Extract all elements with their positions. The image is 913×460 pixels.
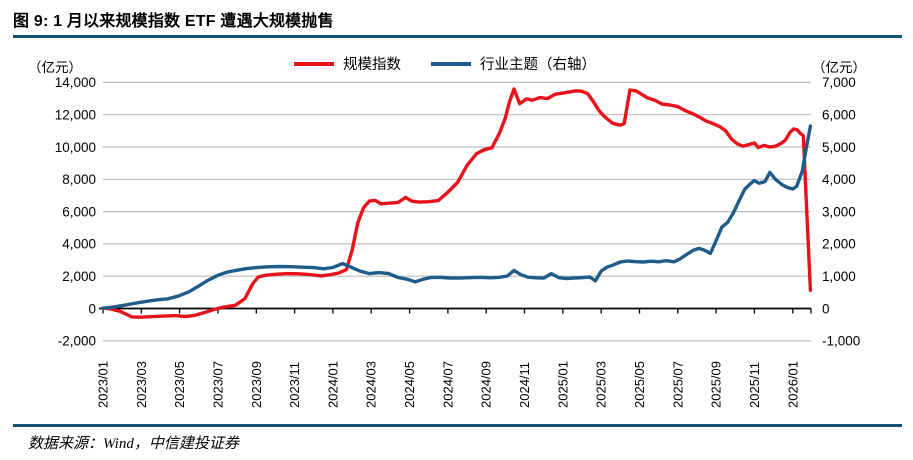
x-axis-tick-label: 2025/05 [632, 361, 647, 408]
right-axis-tick-label: 5,000 [822, 140, 856, 155]
left-axis-tick-label: 4,000 [62, 237, 96, 252]
x-axis-tick-label: 2024/05 [402, 361, 417, 408]
right-axis-tick-label: 2,000 [822, 237, 856, 252]
legend-item-scale-index: 规模指数 [294, 53, 401, 74]
x-axis-tick-label: 2025/01 [555, 361, 570, 408]
right-axis-tick-label: 1,000 [822, 269, 856, 284]
legend-label: 规模指数 [343, 57, 401, 73]
legend-label: 行业主题（右轴） [480, 57, 596, 73]
x-axis-tick-label: 2023/07 [211, 361, 226, 408]
x-axis-tick-label: 2023/11 [287, 362, 302, 408]
title-divider [13, 35, 902, 38]
right-axis-tick-label: 6,000 [822, 108, 856, 123]
left-axis-tick-label: -2,000 [58, 334, 96, 349]
x-axis-tick-label: 2023/03 [134, 361, 149, 408]
left-axis-tick-label: 6,000 [62, 204, 96, 219]
left-axis-tick-label: 14,000 [55, 75, 96, 90]
left-axis-tick-label: 8,000 [62, 172, 96, 187]
left-axis-unit-label: （亿元） [28, 60, 82, 75]
legend: 规模指数 行业主题（右轴） [294, 53, 596, 74]
right-axis-tick-label: 0 [822, 301, 830, 316]
legend-item-industry-theme: 行业主题（右轴） [431, 53, 596, 74]
x-axis-tick-label: 2024/03 [364, 361, 379, 408]
series-line-0 [101, 87, 813, 319]
x-axis-tick-label: 2024/09 [479, 361, 494, 408]
x-axis-tick-label: 2023/05 [172, 361, 187, 408]
footer-divider [13, 424, 902, 427]
left-axis-tick-label: 0 [88, 301, 96, 316]
x-axis-tick-label: 2023/09 [249, 361, 264, 408]
x-axis-tick-label: 2024/01 [325, 361, 340, 408]
figure-title: 图 9: 1 月以来规模指数 ETF 遭遇大规模抛售 [13, 13, 334, 30]
x-axis-tick-label: 2025/11 [747, 362, 762, 408]
right-axis-tick-label: 3,000 [822, 204, 856, 219]
x-axis-tick-label: 2025/03 [594, 361, 609, 408]
right-axis-tick-label: -1,000 [822, 334, 860, 349]
right-axis-tick-label: 7,000 [822, 75, 856, 90]
right-axis-unit-label: （亿元） [812, 60, 866, 75]
legend-swatch-blue-line [431, 61, 471, 66]
left-axis-tick-label: 2,000 [62, 269, 96, 284]
left-axis-tick-label: 12,000 [55, 108, 96, 123]
x-axis-tick-label: 2025/09 [709, 361, 724, 408]
x-axis-tick-label: 2023/01 [96, 361, 111, 408]
right-axis-tick-label: 4,000 [822, 172, 856, 187]
series-line-1 [101, 124, 813, 310]
left-axis-tick-label: 10,000 [55, 140, 96, 155]
x-axis-tick-label: 2024/11 [517, 362, 532, 408]
x-axis-tick-label: 2026/01 [785, 361, 800, 408]
x-axis-tick-label: 2025/07 [670, 361, 685, 408]
legend-swatch-red-line [294, 61, 334, 66]
x-axis-tick-label: 2024/07 [440, 361, 455, 408]
data-source-note: 数据来源：Wind，中信建投证券 [28, 436, 239, 452]
